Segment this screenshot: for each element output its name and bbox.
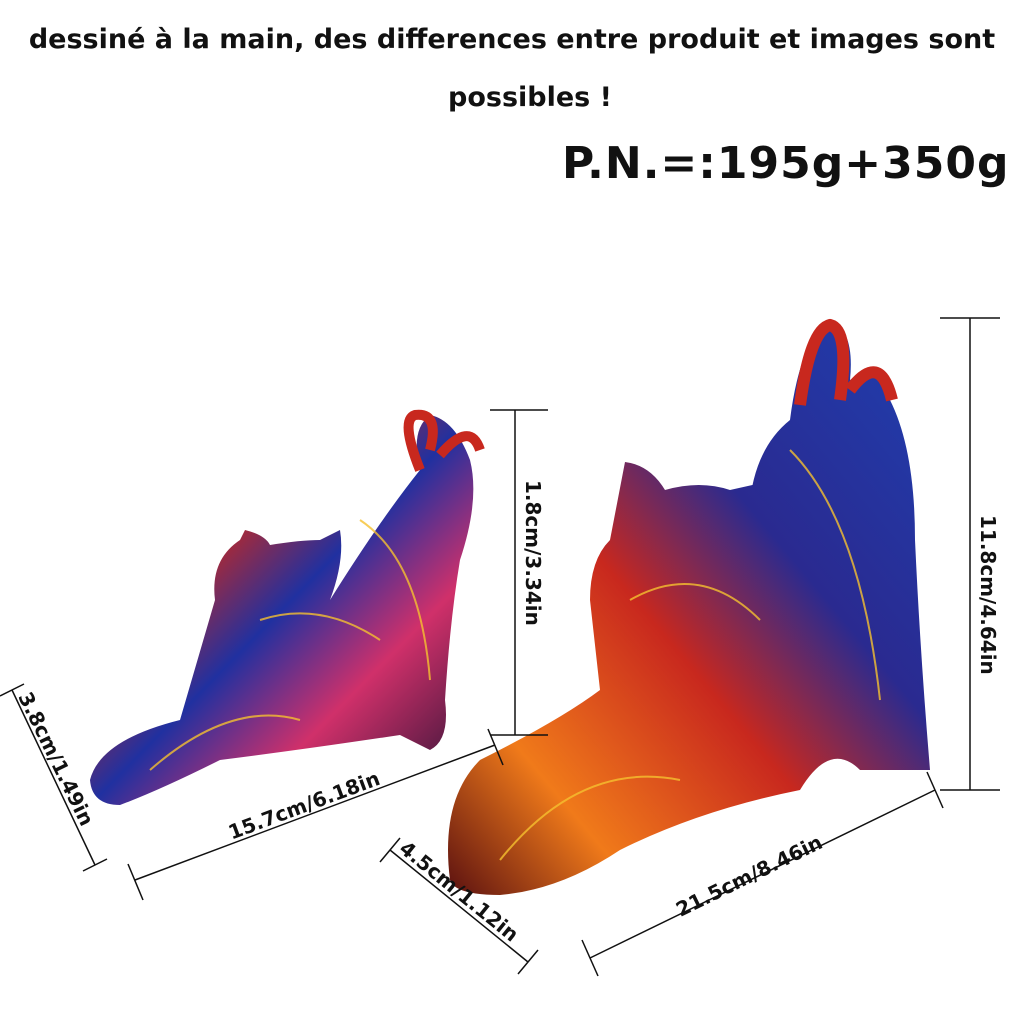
- notice-line-1: dessiné à la main, des differences entre…: [28, 24, 996, 55]
- small-cat-height-label: 1.8cm/3.34in: [521, 480, 545, 626]
- large-cat-figure: [448, 318, 930, 895]
- notice-line-2: possibles !: [448, 82, 612, 113]
- small-cat-figure: [90, 409, 485, 805]
- dimension-lines: [0, 317, 1000, 977]
- weight-label: P.N.=:195g+350g: [562, 138, 1010, 189]
- large-cat-height-label: 11.8cm/4.64in: [976, 515, 1000, 675]
